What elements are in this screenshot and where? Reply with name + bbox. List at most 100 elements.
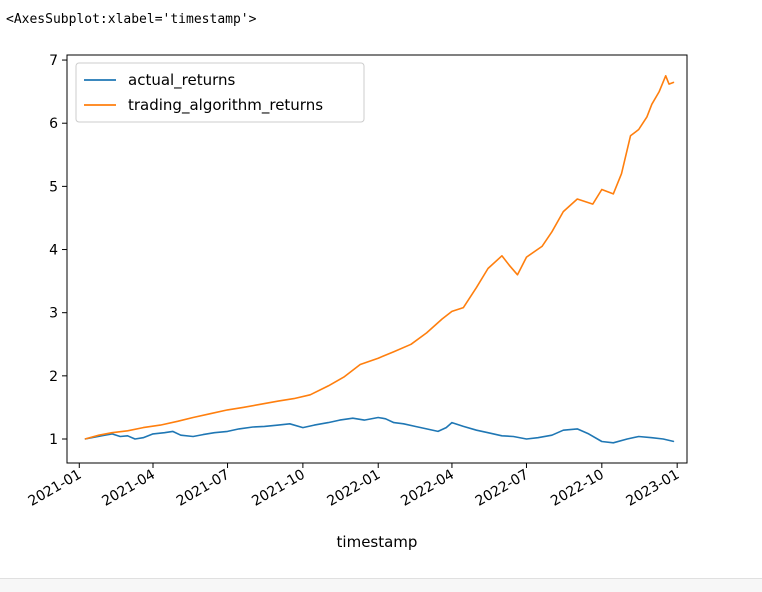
data-point: [626, 438, 628, 440]
y-tick-label: 7: [49, 53, 58, 69]
legend-label: actual_returns: [128, 71, 236, 90]
data-point: [293, 398, 295, 399]
data-point: [537, 437, 539, 439]
data-point: [352, 417, 354, 419]
y-tick-label: 1: [49, 432, 58, 448]
data-point: [363, 419, 365, 421]
data-point: [551, 231, 553, 233]
data-point: [393, 351, 395, 353]
data-point: [214, 432, 215, 434]
data-point: [638, 129, 640, 130]
data-point: [177, 420, 179, 422]
data-point: [227, 409, 228, 411]
data-point: [576, 428, 578, 430]
data-point: [377, 357, 379, 359]
data-point: [646, 116, 648, 118]
data-point: [277, 400, 279, 402]
next-cell-strip: [0, 578, 762, 592]
data-point: [513, 436, 514, 437]
data-point: [612, 442, 614, 444]
data-point: [651, 437, 653, 439]
data-point: [327, 422, 329, 423]
data-point: [487, 268, 489, 269]
data-point: [526, 438, 527, 440]
data-point: [463, 307, 464, 308]
data-point: [259, 403, 261, 405]
data-point: [393, 422, 395, 423]
data-point: [202, 434, 204, 435]
data-point: [592, 203, 594, 205]
data-point: [313, 424, 315, 426]
data-point: [172, 431, 174, 432]
data-point: [451, 422, 453, 423]
data-point: [104, 434, 106, 436]
cell-output-repr: <AxesSubplot:xlabel='timestamp'>: [6, 12, 257, 27]
data-point: [142, 437, 144, 439]
data-point: [238, 428, 240, 430]
data-point: [476, 429, 477, 431]
x-axis-label: timestamp: [337, 533, 418, 551]
data-point: [227, 431, 228, 432]
data-point: [127, 435, 128, 437]
data-point: [277, 424, 279, 426]
data-point: [377, 417, 379, 418]
data-point: [445, 427, 447, 428]
data-point: [339, 419, 341, 421]
data-point: [517, 274, 518, 276]
data-point: [84, 438, 86, 440]
x-tick-label: 2021-04: [99, 467, 158, 510]
data-point: [152, 433, 154, 435]
data-point: [164, 432, 165, 434]
data-point: [621, 173, 622, 175]
data-point: [487, 432, 489, 434]
y-tick-label: 2: [49, 369, 58, 385]
data-point: [403, 423, 404, 425]
data-point: [414, 426, 416, 427]
data-point: [630, 135, 631, 137]
data-point: [142, 427, 144, 428]
data-point: [562, 211, 564, 213]
data-point: [651, 103, 653, 105]
y-tick-label: 3: [49, 306, 58, 322]
data-point: [658, 91, 660, 92]
data-point: [426, 332, 427, 334]
data-point: [665, 75, 667, 77]
data-point: [508, 264, 510, 266]
x-tick-label: 2022-10: [548, 467, 607, 510]
y-tick-label: 5: [49, 179, 58, 195]
data-point: [612, 193, 614, 195]
data-point: [209, 413, 211, 415]
line-chart: 1 2 3 4 5 6 7 2021-01 2021-04 2021-07 2021-10 2022-…: [26, 53, 688, 551]
x-tick-label: 2021-10: [249, 467, 308, 510]
data-point: [576, 198, 578, 200]
data-point: [562, 429, 564, 431]
data-point: [451, 311, 453, 312]
legend-box: [75, 62, 365, 123]
data-point: [673, 441, 675, 442]
data-point: [541, 246, 543, 247]
data-point: [119, 436, 121, 437]
legend: actual_returns trading_algorithm_returns: [75, 62, 365, 123]
series-line-1: [84, 75, 675, 440]
y-tick-label: 6: [49, 116, 58, 132]
data-point: [302, 427, 304, 428]
data-point: [264, 426, 265, 427]
data-point: [192, 436, 194, 437]
data-point: [289, 423, 291, 425]
data-point: [192, 417, 194, 418]
data-point: [463, 426, 464, 427]
data-point: [501, 435, 503, 437]
data-point: [668, 83, 670, 85]
data-point: [441, 318, 443, 320]
y-tick-label: 4: [49, 243, 58, 259]
data-point: [327, 385, 329, 387]
data-point: [385, 418, 386, 420]
axes-frame: [66, 54, 688, 464]
data-point: [252, 426, 254, 428]
data-point: [160, 424, 161, 426]
series-line-0: [84, 416, 675, 444]
data-point: [410, 343, 412, 345]
data-point: [359, 364, 361, 365]
data-point: [601, 189, 603, 190]
data-point: [638, 436, 640, 437]
